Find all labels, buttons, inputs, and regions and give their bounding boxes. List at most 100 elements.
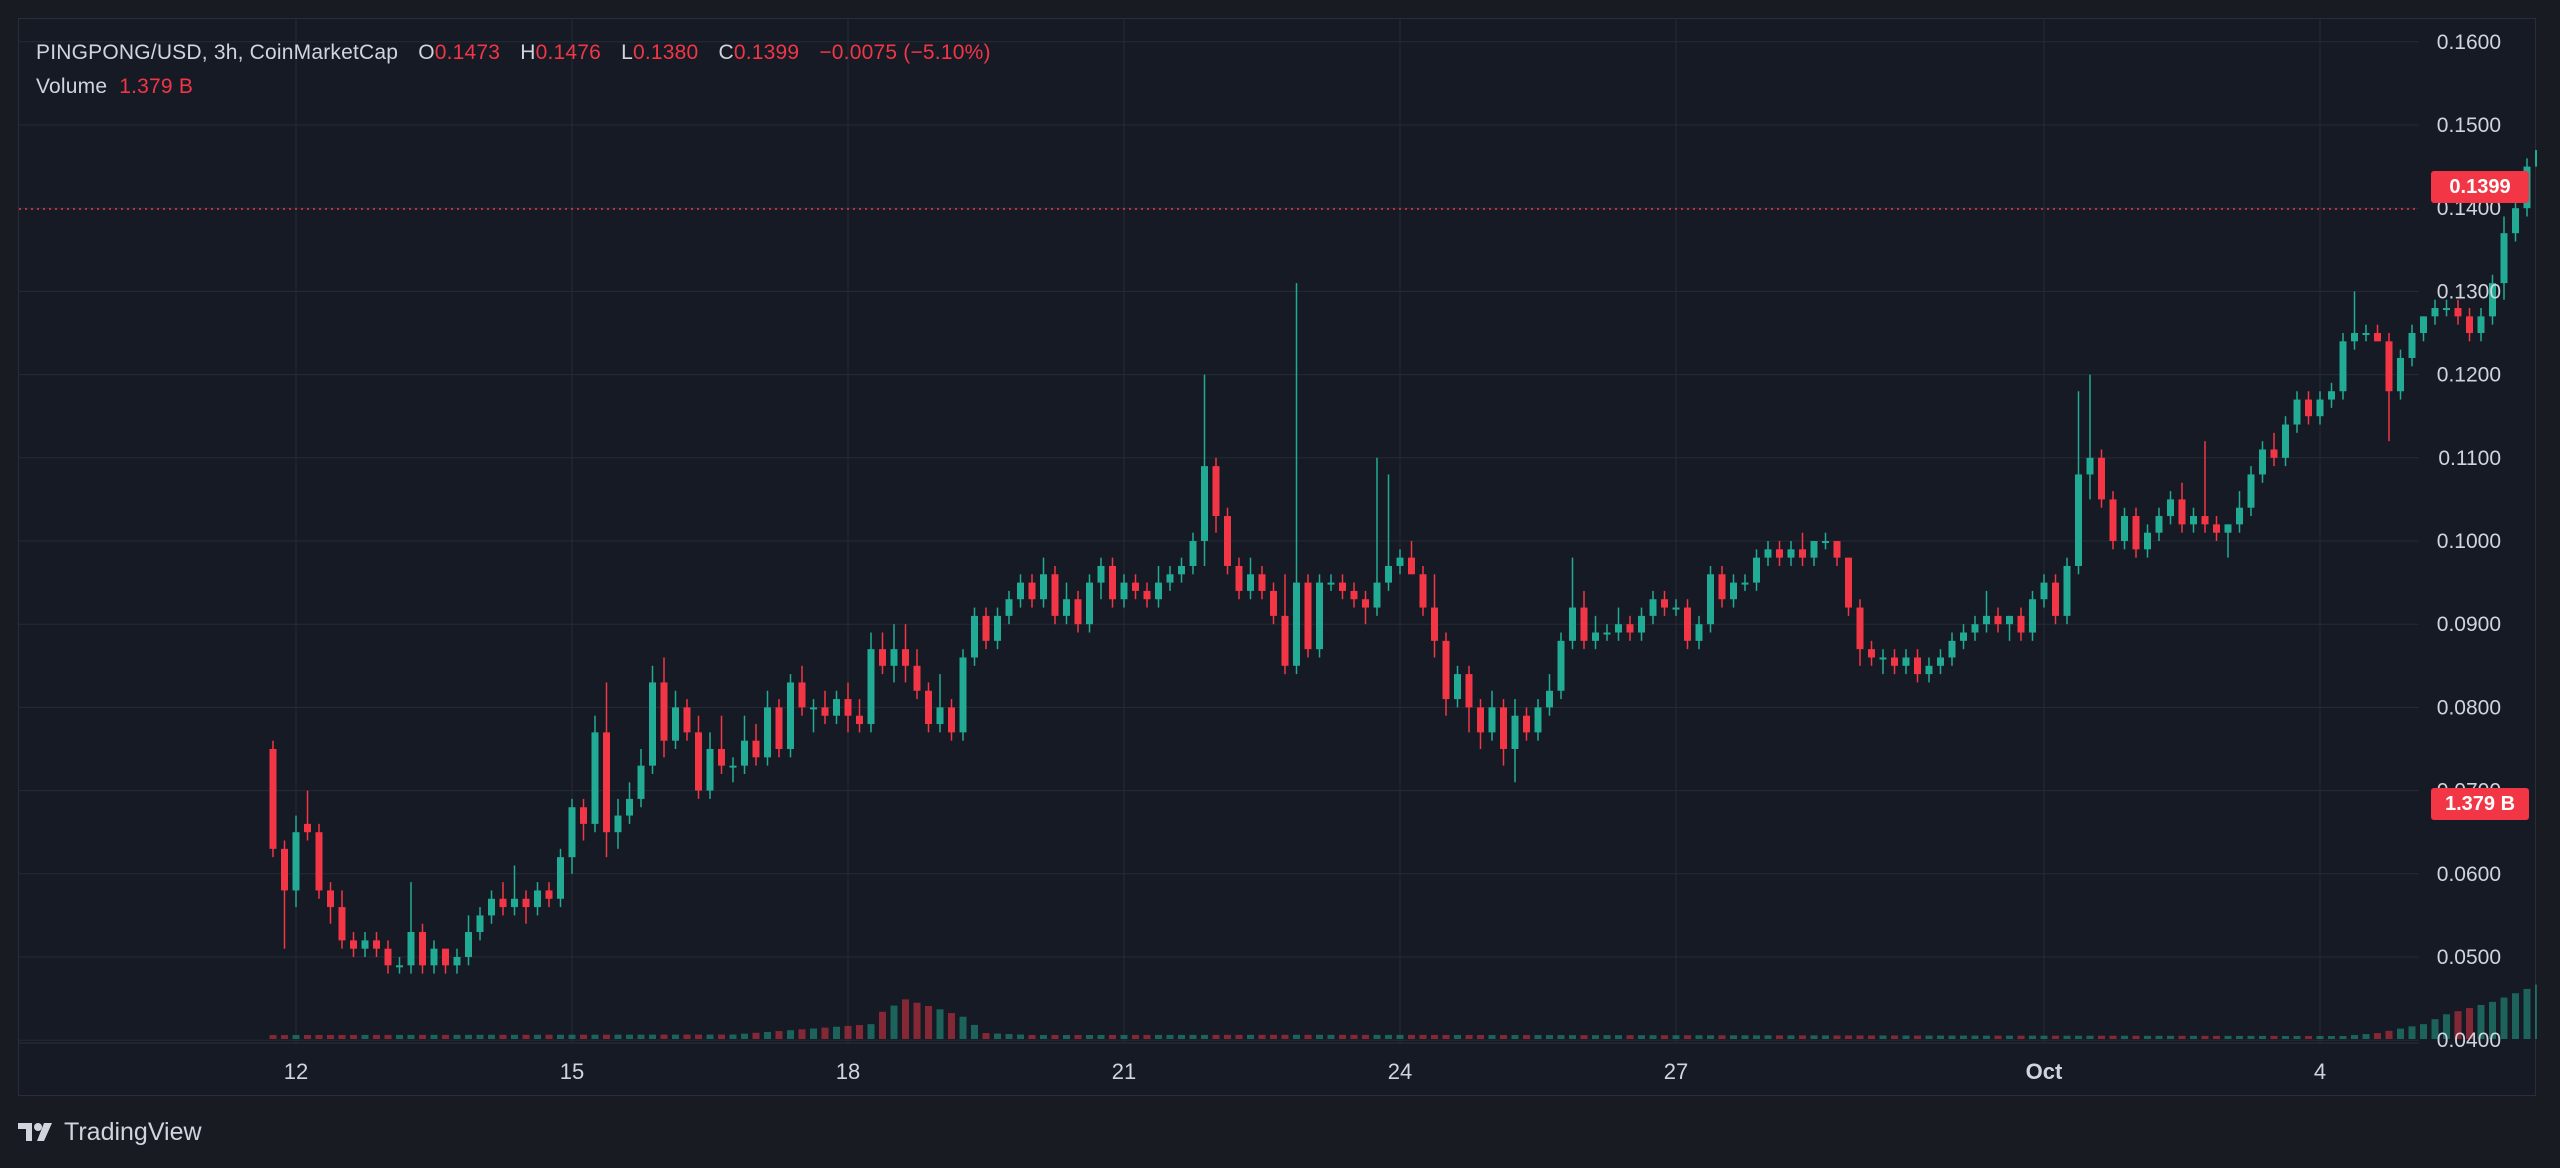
candle-body bbox=[1753, 557, 1760, 583]
candle-body bbox=[2270, 449, 2278, 458]
candle-body bbox=[2029, 599, 2036, 633]
volume-bar bbox=[1891, 1035, 1898, 1039]
candle-body bbox=[1166, 574, 1174, 583]
volume-bar bbox=[2063, 1035, 2071, 1039]
volume-bar bbox=[1730, 1035, 1737, 1039]
candle-body bbox=[476, 915, 484, 933]
volume-bar bbox=[2477, 1004, 2485, 1039]
volume-bar bbox=[1776, 1035, 1783, 1039]
volume-bar bbox=[994, 1033, 1001, 1039]
candle-body bbox=[1281, 615, 1289, 666]
candle-body bbox=[856, 715, 863, 725]
candle-body bbox=[626, 798, 633, 816]
candle-body bbox=[2052, 582, 2059, 616]
volume-bar bbox=[1983, 1035, 1990, 1039]
candle-body bbox=[660, 682, 668, 741]
volume-bar bbox=[1028, 1035, 1036, 1039]
volume-bar bbox=[2489, 1001, 2496, 1039]
candle-body bbox=[2109, 499, 2117, 541]
volume-bar bbox=[1385, 1034, 1392, 1039]
candle-body bbox=[1235, 565, 1243, 591]
candle-body bbox=[2374, 333, 2381, 342]
x-tick-label: 24 bbox=[1388, 1059, 1412, 1084]
candle-body bbox=[982, 615, 990, 641]
volume-bar bbox=[1638, 1035, 1645, 1039]
volume-bar bbox=[1960, 1035, 1967, 1039]
candle-body bbox=[729, 765, 737, 768]
volume-bar bbox=[1764, 1035, 1772, 1039]
candle-body bbox=[1580, 607, 1588, 641]
candle-body bbox=[2213, 524, 2220, 533]
volume-bar bbox=[1442, 1034, 1450, 1039]
brand-label: TradingView bbox=[64, 1117, 202, 1146]
candle-body bbox=[1845, 557, 1852, 608]
volume-bar bbox=[2040, 1035, 2048, 1039]
volume-bar bbox=[2167, 1035, 2174, 1039]
candle-body bbox=[614, 815, 622, 833]
open-label: O bbox=[418, 41, 435, 64]
volume-bar bbox=[695, 1034, 702, 1039]
candle-body bbox=[2144, 532, 2151, 550]
candle-body bbox=[2454, 308, 2462, 317]
candle-body bbox=[2339, 341, 2347, 392]
candle-body bbox=[879, 649, 886, 666]
volume-bar bbox=[442, 1034, 449, 1039]
candle-body bbox=[430, 948, 438, 966]
volume-bar bbox=[752, 1032, 760, 1039]
candle-body bbox=[2293, 399, 2301, 425]
volume-bar bbox=[269, 1035, 277, 1039]
y-tick-label: 0.0500 bbox=[2437, 946, 2501, 969]
volume-bar bbox=[396, 1034, 403, 1039]
close-label: C bbox=[718, 41, 734, 64]
volume-bar bbox=[1546, 1035, 1553, 1039]
volume-bar bbox=[2293, 1035, 2301, 1039]
candle-body bbox=[752, 740, 760, 758]
volume-bar bbox=[2213, 1035, 2220, 1039]
candle-body bbox=[511, 898, 518, 908]
candle-body bbox=[2201, 516, 2209, 525]
close-value: 0.1399 bbox=[733, 41, 800, 64]
price-chart[interactable]: 0.04000.05000.06000.07000.08000.09000.10… bbox=[19, 19, 2537, 1097]
volume-bar bbox=[2155, 1035, 2163, 1039]
chart-panel[interactable]: 0.04000.05000.06000.07000.08000.09000.10… bbox=[18, 18, 2537, 1097]
volume-bar bbox=[1557, 1035, 1565, 1039]
volume-bar bbox=[2270, 1035, 2278, 1039]
candle-body bbox=[1684, 607, 1691, 641]
volume-bar bbox=[879, 1011, 886, 1039]
volume-bar bbox=[821, 1027, 829, 1039]
volume-bar bbox=[407, 1034, 415, 1039]
volume-bar bbox=[2029, 1035, 2036, 1039]
volume-bar bbox=[1304, 1034, 1312, 1039]
candle-body bbox=[2282, 424, 2289, 458]
volume-bar bbox=[1937, 1035, 1944, 1039]
volume-bar bbox=[1293, 1034, 1300, 1039]
volume-bar bbox=[1707, 1035, 1714, 1039]
volume-label[interactable]: Volume bbox=[36, 75, 108, 98]
volume-bar bbox=[350, 1034, 357, 1039]
candle-body bbox=[522, 898, 530, 908]
volume-bar bbox=[2098, 1035, 2105, 1039]
x-tick-label: 27 bbox=[1664, 1059, 1688, 1084]
volume-bar bbox=[2075, 1035, 2082, 1039]
candle-body bbox=[1799, 549, 1806, 558]
volume-bar bbox=[741, 1033, 748, 1039]
tradingview-brand[interactable]: TradingView bbox=[18, 1112, 202, 1152]
volume-bar bbox=[1580, 1035, 1588, 1039]
last-price-badge: 0.1399 bbox=[2431, 171, 2529, 203]
volume-bar bbox=[810, 1028, 817, 1039]
volume-bar bbox=[488, 1034, 495, 1039]
volume-bar bbox=[2236, 1035, 2243, 1039]
symbol-label[interactable]: PINGPONG/USD, 3h, CoinMarketCap bbox=[36, 41, 399, 64]
volume-bar bbox=[511, 1034, 518, 1039]
candle-body bbox=[568, 807, 576, 858]
candle-body bbox=[1557, 640, 1565, 691]
volume-bar bbox=[913, 1002, 921, 1039]
volume-bar bbox=[1454, 1034, 1461, 1039]
volume-bar bbox=[453, 1034, 461, 1039]
candle-body bbox=[2006, 615, 2013, 625]
candle-body bbox=[764, 707, 771, 758]
volume-bar bbox=[936, 1009, 944, 1039]
volume-bar bbox=[2408, 1026, 2416, 1039]
volume-bar bbox=[2466, 1008, 2473, 1039]
volume-bar bbox=[764, 1031, 771, 1039]
